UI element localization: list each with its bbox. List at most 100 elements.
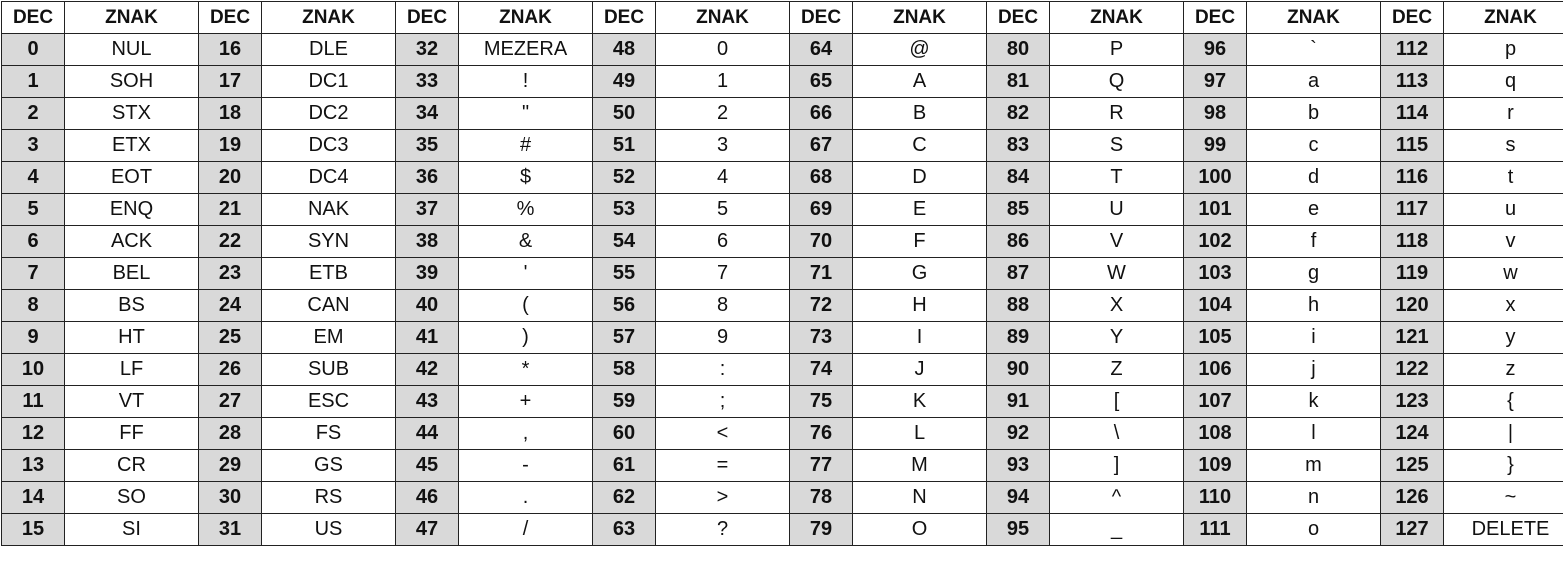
char-cell: SYN: [262, 226, 396, 258]
dec-code-cell: 66: [790, 98, 853, 130]
char-cell: v: [1444, 226, 1563, 258]
char-cell: CR: [65, 450, 199, 482]
dec-code-cell: 34: [396, 98, 459, 130]
char-cell: 8: [656, 290, 790, 322]
char-cell: P: [1050, 34, 1184, 66]
char-cell: J: [853, 354, 987, 386]
dec-code-cell: 90: [987, 354, 1050, 386]
dec-code-cell: 86: [987, 226, 1050, 258]
char-cell: h: [1247, 290, 1381, 322]
header-char: ZNAK: [1247, 2, 1381, 34]
dec-code-cell: 24: [199, 290, 262, 322]
char-cell: .: [459, 482, 593, 514]
char-cell: {: [1444, 386, 1563, 418]
dec-code-cell: 8: [2, 290, 65, 322]
dec-code-cell: 16: [199, 34, 262, 66]
char-cell: k: [1247, 386, 1381, 418]
char-cell: O: [853, 514, 987, 546]
dec-code-cell: 50: [593, 98, 656, 130]
char-cell: ~: [1444, 482, 1563, 514]
dec-code-cell: 75: [790, 386, 853, 418]
char-cell: EOT: [65, 162, 199, 194]
dec-code-cell: 72: [790, 290, 853, 322]
char-cell: @: [853, 34, 987, 66]
char-cell: U: [1050, 194, 1184, 226]
dec-code-cell: 111: [1184, 514, 1247, 546]
header-char: ZNAK: [1444, 2, 1563, 34]
char-cell: $: [459, 162, 593, 194]
char-cell: T: [1050, 162, 1184, 194]
char-cell: =: [656, 450, 790, 482]
dec-code-cell: 14: [2, 482, 65, 514]
dec-code-cell: 33: [396, 66, 459, 98]
dec-code-cell: 78: [790, 482, 853, 514]
dec-code-cell: 69: [790, 194, 853, 226]
dec-code-cell: 27: [199, 386, 262, 418]
char-cell: I: [853, 322, 987, 354]
char-cell: F: [853, 226, 987, 258]
dec-code-cell: 91: [987, 386, 1050, 418]
header-dec: DEC: [790, 2, 853, 34]
char-cell: _: [1050, 514, 1184, 546]
dec-code-cell: 77: [790, 450, 853, 482]
char-cell: L: [853, 418, 987, 450]
char-cell: &: [459, 226, 593, 258]
header-dec: DEC: [199, 2, 262, 34]
dec-code-cell: 56: [593, 290, 656, 322]
char-cell: y: [1444, 322, 1563, 354]
dec-code-cell: 97: [1184, 66, 1247, 98]
char-cell: 6: [656, 226, 790, 258]
dec-code-cell: 65: [790, 66, 853, 98]
char-cell: BS: [65, 290, 199, 322]
header-char: ZNAK: [65, 2, 199, 34]
dec-code-cell: 17: [199, 66, 262, 98]
char-cell: 0: [656, 34, 790, 66]
char-cell: o: [1247, 514, 1381, 546]
dec-code-cell: 76: [790, 418, 853, 450]
dec-code-cell: 64: [790, 34, 853, 66]
char-cell: 5: [656, 194, 790, 226]
dec-code-cell: 113: [1381, 66, 1444, 98]
char-cell: DC1: [262, 66, 396, 98]
dec-code-cell: 117: [1381, 194, 1444, 226]
char-cell: SUB: [262, 354, 396, 386]
dec-code-cell: 105: [1184, 322, 1247, 354]
char-cell: V: [1050, 226, 1184, 258]
dec-code-cell: 101: [1184, 194, 1247, 226]
char-cell: SI: [65, 514, 199, 546]
char-cell: ENQ: [65, 194, 199, 226]
header-dec: DEC: [1184, 2, 1247, 34]
dec-code-cell: 53: [593, 194, 656, 226]
char-cell: STX: [65, 98, 199, 130]
char-cell: z: [1444, 354, 1563, 386]
dec-code-cell: 114: [1381, 98, 1444, 130]
header-dec: DEC: [2, 2, 65, 34]
dec-code-cell: 107: [1184, 386, 1247, 418]
dec-code-cell: 98: [1184, 98, 1247, 130]
dec-code-cell: 39: [396, 258, 459, 290]
dec-code-cell: 46: [396, 482, 459, 514]
dec-code-cell: 26: [199, 354, 262, 386]
char-cell: ACK: [65, 226, 199, 258]
char-cell: }: [1444, 450, 1563, 482]
dec-code-cell: 2: [2, 98, 65, 130]
char-cell: e: [1247, 194, 1381, 226]
char-cell: <: [656, 418, 790, 450]
dec-code-cell: 108: [1184, 418, 1247, 450]
char-cell: *: [459, 354, 593, 386]
char-cell: n: [1247, 482, 1381, 514]
dec-code-cell: 54: [593, 226, 656, 258]
dec-code-cell: 7: [2, 258, 65, 290]
char-cell: X: [1050, 290, 1184, 322]
char-cell: EM: [262, 322, 396, 354]
dec-code-cell: 42: [396, 354, 459, 386]
char-cell: DLE: [262, 34, 396, 66]
